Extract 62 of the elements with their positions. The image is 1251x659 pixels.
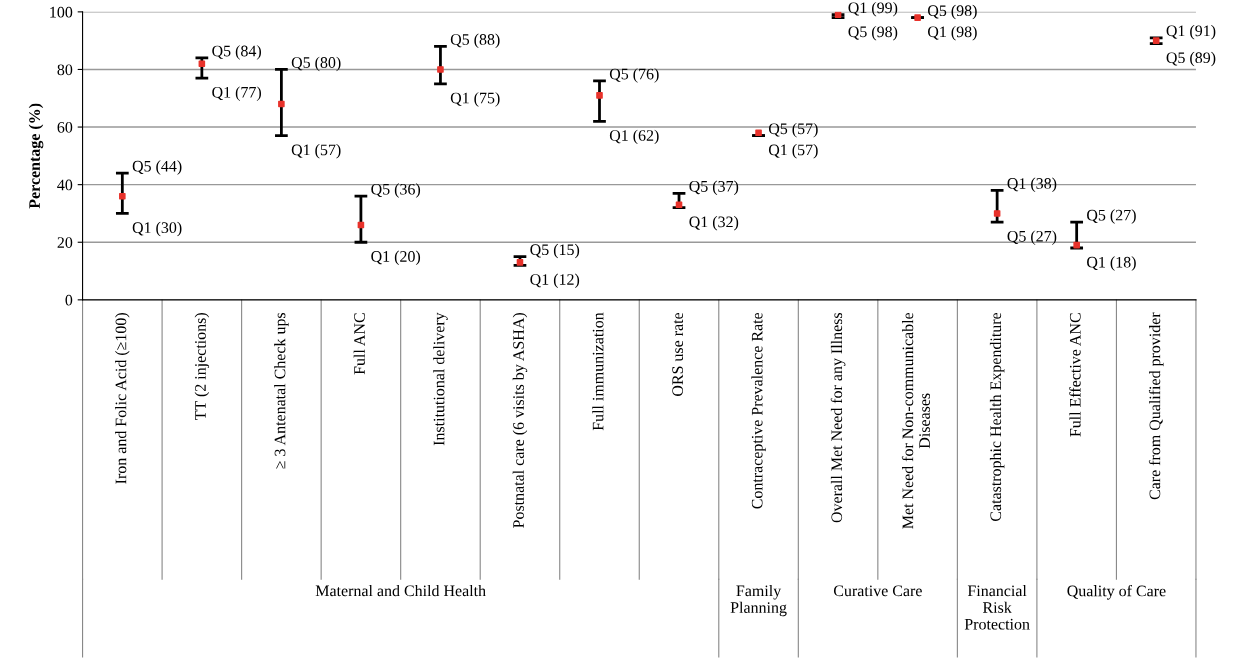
- x-tick-label: TT (2 injections): [194, 313, 210, 420]
- text: Financial Risk Protection: [964, 584, 1030, 630]
- y-axis-title: Percentage (%): [28, 103, 44, 209]
- annotation: Q1 (99): [848, 1, 898, 17]
- text: Quality of Care: [1067, 584, 1166, 600]
- annotation: Q5 (37): [689, 180, 739, 195]
- point: [993, 210, 1001, 217]
- x-tick-label: Full Effective ANC: [1069, 313, 1081, 437]
- x-tick-label: Iron and Folic Acid (≥100): [115, 313, 130, 484]
- text: Curative Care: [833, 585, 922, 597]
- text: Maternal and Child Health: [315, 584, 486, 597]
- annotation: Q1 (57): [291, 144, 341, 159]
- y-tick-label: 0: [65, 294, 73, 306]
- annotation: Q5 (98): [848, 25, 898, 41]
- annotation: Q5 (27): [1007, 230, 1057, 245]
- annotation: Q1 (30): [132, 221, 182, 237]
- x-tick-label: Catastrophic Health Expenditure: [989, 312, 1005, 522]
- annotation: Q1 (18): [1087, 256, 1136, 271]
- point: [755, 129, 762, 137]
- annotation: Q1 (77): [212, 86, 261, 101]
- annotation: Q5 (44): [132, 160, 182, 175]
- point: [596, 92, 603, 99]
- point: [278, 100, 285, 108]
- x-tick-label: Institutional delivery: [433, 312, 448, 446]
- y-tick-label: 60: [57, 121, 73, 133]
- annotation: Q5 (80): [291, 56, 341, 72]
- point: [119, 192, 126, 200]
- y-tick-label: 100: [50, 6, 73, 18]
- x-tick-label: ORS use rate: [672, 312, 684, 396]
- annotation: Q5 (88): [450, 33, 500, 49]
- x-tick-label: Met Need for Non-communicable Diseases: [901, 312, 930, 529]
- text: Family Planning: [730, 584, 787, 617]
- annotation: Q1 (38): [1007, 177, 1057, 193]
- annotation: Q5 (89): [1166, 51, 1216, 67]
- y-tick-label: 40: [57, 179, 73, 191]
- x-tick-label: ≥ 3 Antenatal Check ups: [274, 312, 289, 469]
- annotation: Q5 (27): [1087, 209, 1136, 224]
- annotation: Q5 (15): [530, 243, 580, 259]
- x-tick-label: Full immunization: [592, 312, 604, 431]
- annotation: Q5 (36): [371, 183, 421, 198]
- annotation: Q1 (98): [927, 25, 977, 41]
- y-tick-label: 20: [57, 237, 73, 248]
- annotation: Q1 (91): [1166, 24, 1216, 40]
- annotation: Q1 (20): [371, 250, 421, 266]
- point: [198, 60, 206, 67]
- x-tick-label: Overall Met Need for any Illness: [830, 312, 846, 523]
- annotation: Q1 (12): [530, 273, 580, 289]
- annotation: Q1 (75): [450, 92, 500, 107]
- annotation: Q5 (98): [927, 4, 977, 20]
- x-tick-label: Full ANC: [353, 313, 365, 375]
- x-tick-label: Contraceptive Prevalence Rate: [751, 312, 766, 509]
- annotation: Q1 (62): [609, 129, 659, 145]
- x-tick-label: Postnatal care (6 visits by ASHA): [512, 313, 528, 528]
- annotation: Q5 (57): [768, 122, 818, 138]
- annotation: Q5 (76): [609, 68, 659, 83]
- point: [1073, 241, 1080, 249]
- x-tick-label: Care from Qualified provider: [1148, 312, 1164, 500]
- annotation: Q1 (32): [689, 216, 739, 231]
- point: [437, 66, 444, 73]
- annotation: Q1 (57): [768, 144, 818, 159]
- annotation: Q5 (84): [212, 45, 261, 60]
- y-tick-label: 80: [57, 64, 73, 76]
